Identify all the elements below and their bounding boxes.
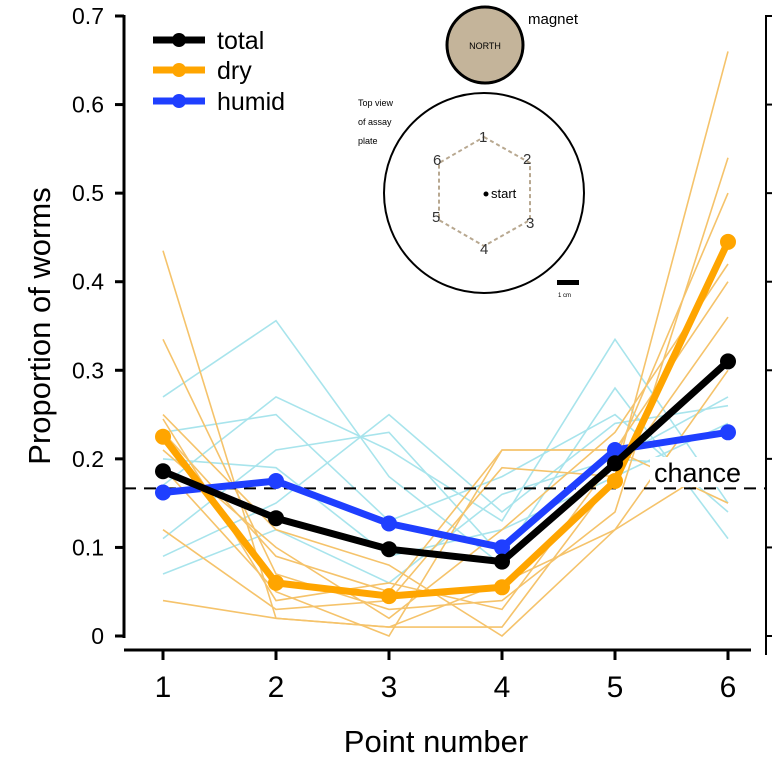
start-dot — [483, 191, 489, 197]
point-humid — [155, 484, 171, 501]
y-tick-label: 0.3 — [72, 357, 104, 383]
x-tick-label: 3 — [381, 671, 398, 704]
y-tick-label: 0.2 — [72, 446, 104, 472]
point-label-2: 2 — [523, 151, 531, 168]
legend-marker-humid — [172, 94, 186, 108]
point-humid — [268, 473, 284, 489]
magnet-label: magnet — [528, 11, 579, 28]
x-ticks: 1 2 3 4 5 6 — [155, 650, 737, 704]
y-ticks: 0 0.1 0.2 0.3 0.4 0.5 0.6 0.7 — [72, 3, 124, 649]
point-humid — [720, 424, 736, 441]
point-total — [268, 510, 284, 527]
humid-trial-line — [162, 413, 729, 522]
y-tick-label: 0.7 — [72, 3, 104, 29]
legend-label-total: total — [217, 27, 264, 55]
legend-marker-dry — [172, 63, 186, 77]
x-tick-label: 4 — [494, 671, 511, 704]
point-total — [381, 541, 397, 558]
legend-label-humid: humid — [217, 88, 285, 116]
chance-label: chance — [654, 458, 741, 488]
point-label-6: 6 — [433, 152, 441, 169]
y-axis-title: Proportion of worms — [22, 187, 57, 464]
point-label-4: 4 — [480, 241, 488, 258]
y-tick-label: 0.4 — [72, 269, 104, 295]
dry-trial-line — [162, 369, 729, 628]
start-label: start — [491, 186, 517, 201]
series-line-total — [161, 358, 731, 566]
point-label-1: 1 — [479, 129, 487, 146]
point-dry — [381, 588, 397, 605]
y-tick-label: 0.1 — [72, 534, 104, 560]
point-total — [607, 455, 623, 472]
dry-trial-line — [162, 263, 729, 620]
legend-marker-total — [172, 33, 186, 47]
plate-caption-line-1: Top view — [358, 98, 394, 108]
x-tick-label: 2 — [268, 671, 285, 704]
point-dry — [155, 428, 171, 445]
y-tick-label: 0 — [91, 623, 104, 649]
chance-label-bg — [650, 457, 762, 487]
point-label-5: 5 — [432, 209, 440, 226]
point-humid — [494, 539, 510, 556]
point-hexagon — [438, 135, 531, 248]
y-tick-label: 0.6 — [72, 92, 104, 118]
y-tick-label: 0.5 — [72, 180, 104, 206]
dry-trial-line — [162, 281, 729, 637]
series-line-dry — [160, 240, 732, 600]
point-total — [155, 463, 171, 480]
point-dry — [494, 579, 510, 596]
point-dry — [607, 473, 623, 489]
point-dry — [720, 233, 736, 250]
point-total — [494, 553, 510, 570]
point-dry — [268, 574, 284, 591]
right-ticks — [766, 15, 772, 637]
series-layer — [155, 233, 736, 605]
plate-caption-line-2: of assay — [358, 117, 392, 127]
x-tick-label: 1 — [155, 671, 172, 704]
inset-diagram: NORTH magnet Top view of assay plate 1 2… — [358, 5, 585, 299]
dry-trial-line — [162, 431, 729, 593]
point-humid — [381, 515, 397, 532]
scale-bar — [557, 280, 579, 285]
point-label-3: 3 — [526, 215, 534, 232]
legend: total dry humid — [153, 27, 285, 116]
x-axis-title: Point number — [344, 724, 528, 757]
point-total — [720, 353, 736, 370]
legend-label-dry: dry — [217, 57, 252, 85]
north-label: NORTH — [469, 41, 501, 51]
plate-caption-line-3: plate — [358, 136, 378, 146]
scale-label: 1 cm — [558, 293, 571, 299]
assay-plate-circle — [383, 92, 585, 294]
point-humid — [607, 442, 623, 458]
x-tick-label: 6 — [720, 671, 737, 704]
x-tick-label: 5 — [607, 671, 624, 704]
humid-trial-line — [162, 337, 729, 523]
magnet-circle — [445, 5, 525, 85]
